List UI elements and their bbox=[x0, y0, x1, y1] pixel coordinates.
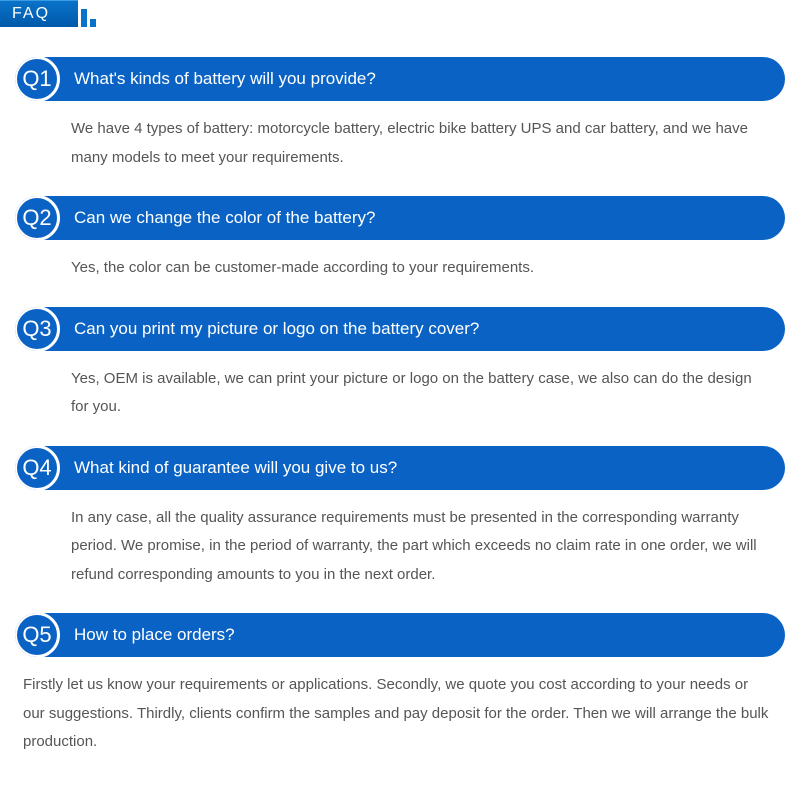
faq-question-text: Can you print my picture or logo on the … bbox=[60, 319, 479, 339]
faq-answer-text: Yes, OEM is available, we can print your… bbox=[15, 351, 785, 432]
faq-question-pill: Q1 What's kinds of battery will you prov… bbox=[15, 57, 785, 101]
faq-item: Q4 What kind of guarantee will you give … bbox=[15, 446, 785, 600]
faq-badge: Q2 bbox=[15, 196, 60, 240]
faq-badge: Q3 bbox=[15, 307, 60, 351]
faq-item: Q2 Can we change the color of the batter… bbox=[15, 196, 785, 293]
faq-tab-decor-1 bbox=[81, 9, 87, 27]
faq-question-pill: Q3 Can you print my picture or logo on t… bbox=[15, 307, 785, 351]
faq-badge: Q1 bbox=[15, 57, 60, 101]
faq-tab-decor-2 bbox=[90, 19, 96, 27]
faq-question-text: How to place orders? bbox=[60, 625, 235, 645]
faq-answer-text: In any case, all the quality assurance r… bbox=[15, 490, 785, 600]
faq-question-text: Can we change the color of the battery? bbox=[60, 208, 375, 228]
faq-question-pill: Q4 What kind of guarantee will you give … bbox=[15, 446, 785, 490]
faq-item: Q3 Can you print my picture or logo on t… bbox=[15, 307, 785, 432]
faq-badge: Q4 bbox=[15, 446, 60, 490]
faq-item: Q1 What's kinds of battery will you prov… bbox=[15, 57, 785, 182]
faq-item: Q5 How to place orders? Firstly let us k… bbox=[15, 613, 785, 767]
faq-header-tab: FAQ bbox=[0, 0, 96, 27]
faq-question-text: What kind of guarantee will you give to … bbox=[60, 458, 397, 478]
faq-badge: Q5 bbox=[15, 613, 60, 657]
faq-question-pill: Q2 Can we change the color of the batter… bbox=[15, 196, 785, 240]
faq-answer-text: We have 4 types of battery: motorcycle b… bbox=[15, 101, 785, 182]
faq-title: FAQ bbox=[0, 0, 78, 27]
faq-answer-text: Firstly let us know your requirements or… bbox=[15, 657, 785, 767]
faq-answer-text: Yes, the color can be customer-made acco… bbox=[15, 240, 785, 293]
faq-list: Q1 What's kinds of battery will you prov… bbox=[0, 27, 800, 791]
faq-question-text: What's kinds of battery will you provide… bbox=[60, 69, 376, 89]
faq-question-pill: Q5 How to place orders? bbox=[15, 613, 785, 657]
